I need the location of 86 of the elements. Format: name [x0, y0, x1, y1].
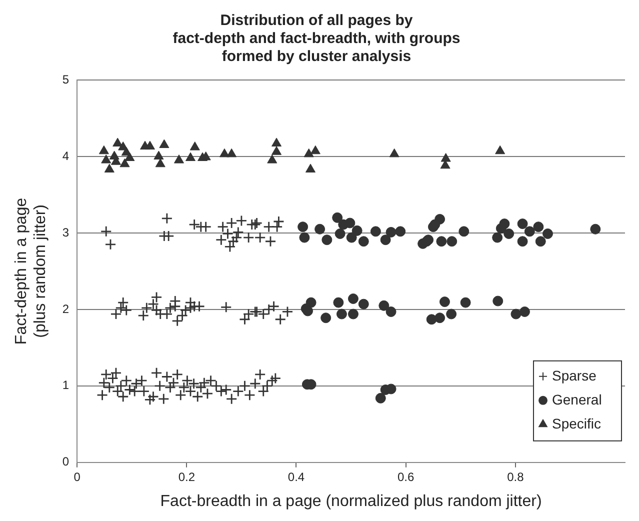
point: [159, 139, 170, 148]
point: [440, 153, 451, 162]
point: [375, 392, 386, 404]
point: [495, 145, 506, 154]
point: [299, 232, 310, 243]
point: [332, 212, 343, 223]
point: [322, 234, 332, 246]
point: [430, 219, 440, 230]
point: [174, 154, 184, 164]
legend-label: Specific: [552, 415, 602, 432]
point: [352, 225, 362, 236]
point: [426, 314, 437, 325]
point: [314, 224, 326, 234]
y-axis-title: Fact-depth in a page (plus random jitter): [13, 198, 50, 345]
y-tick-label: 3: [62, 225, 70, 240]
point: [446, 236, 458, 247]
point: [499, 218, 510, 230]
point: [524, 226, 535, 237]
point: [517, 218, 528, 230]
point: [439, 296, 450, 308]
point: [219, 148, 230, 158]
point: [101, 154, 112, 164]
point: [517, 236, 528, 247]
point: [226, 148, 237, 158]
point: [310, 145, 320, 154]
point: [333, 297, 344, 308]
x-tick-label: 0.2: [178, 470, 196, 484]
point: [185, 152, 196, 162]
point: [358, 236, 369, 247]
y-tick-label: 4: [62, 148, 70, 163]
point: [334, 228, 346, 239]
y-tick-label: 5: [62, 72, 70, 86]
point: [154, 150, 164, 160]
point: [386, 306, 396, 317]
point: [104, 164, 114, 172]
point: [346, 232, 357, 243]
point: [124, 152, 135, 162]
point: [112, 138, 123, 146]
point: [272, 138, 282, 146]
point: [98, 145, 109, 154]
point: [320, 312, 332, 324]
point: [389, 148, 400, 158]
point: [519, 306, 530, 317]
x-tick-label: 0.6: [397, 470, 414, 484]
point: [155, 158, 166, 168]
point: [395, 226, 406, 237]
point: [190, 142, 200, 150]
point: [144, 140, 155, 150]
point: [378, 300, 390, 311]
point: [267, 154, 278, 164]
x-tick-label: 0: [74, 470, 81, 484]
point: [446, 308, 457, 320]
y-tick-label: 1: [62, 378, 70, 392]
y-tick-label: 2: [62, 302, 70, 316]
point: [492, 232, 503, 243]
point: [304, 148, 314, 158]
legend-label: Sparse: [552, 367, 597, 384]
point: [370, 226, 381, 237]
x-tick-label: 0.4: [288, 470, 305, 484]
point: [386, 226, 396, 238]
point: [344, 218, 356, 228]
point: [535, 236, 546, 247]
point: [298, 222, 308, 232]
point: [492, 296, 504, 306]
x-axis-title: Fact-breadth in a page (normalized plus random jitter): [160, 492, 542, 510]
chart-title: Distribution of all pages by fact-depth and fact-breadth, with groups formed by cluster analysis: [172, 12, 460, 66]
point: [504, 228, 514, 239]
point: [590, 224, 601, 234]
point: [436, 236, 447, 247]
point: [305, 164, 316, 172]
point: [510, 308, 522, 320]
point: [380, 234, 391, 246]
point: [358, 298, 369, 310]
legend-label: General: [552, 391, 602, 408]
point: [272, 146, 282, 155]
point: [336, 308, 347, 320]
point: [458, 226, 470, 237]
point: [460, 297, 471, 308]
point: [348, 293, 358, 304]
point: [120, 158, 130, 168]
x-tick-label: 0.8: [507, 470, 524, 484]
point: [434, 312, 446, 324]
point: [348, 308, 358, 320]
point: [542, 228, 553, 239]
point: [533, 222, 544, 232]
y-tick-label: 0: [62, 454, 70, 469]
